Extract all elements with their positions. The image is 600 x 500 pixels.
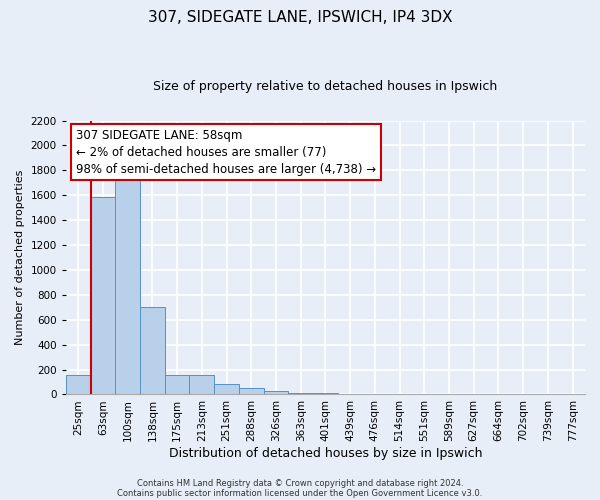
Bar (165, 375, 190, 394)
Bar (190, 375, 214, 394)
Bar (239, 388, 263, 394)
Y-axis label: Number of detached properties: Number of detached properties (15, 170, 25, 345)
Bar (115, 176, 140, 394)
Bar (313, 392, 338, 394)
Title: Size of property relative to detached houses in Ipswich: Size of property relative to detached ho… (153, 80, 497, 93)
Text: Contains HM Land Registry data © Crown copyright and database right 2024.: Contains HM Land Registry data © Crown c… (137, 478, 463, 488)
X-axis label: Distribution of detached houses by size in Ipswich: Distribution of detached houses by size … (169, 447, 482, 460)
Bar (140, 308, 165, 394)
Bar (66, 374, 91, 394)
Bar (91, 196, 115, 394)
Bar (289, 392, 313, 394)
Bar (214, 384, 239, 394)
Text: 307, SIDEGATE LANE, IPSWICH, IP4 3DX: 307, SIDEGATE LANE, IPSWICH, IP4 3DX (148, 10, 452, 25)
Text: Contains public sector information licensed under the Open Government Licence v3: Contains public sector information licen… (118, 488, 482, 498)
Bar (263, 390, 289, 394)
Text: 307 SIDEGATE LANE: 58sqm
← 2% of detached houses are smaller (77)
98% of semi-de: 307 SIDEGATE LANE: 58sqm ← 2% of detache… (76, 129, 376, 176)
